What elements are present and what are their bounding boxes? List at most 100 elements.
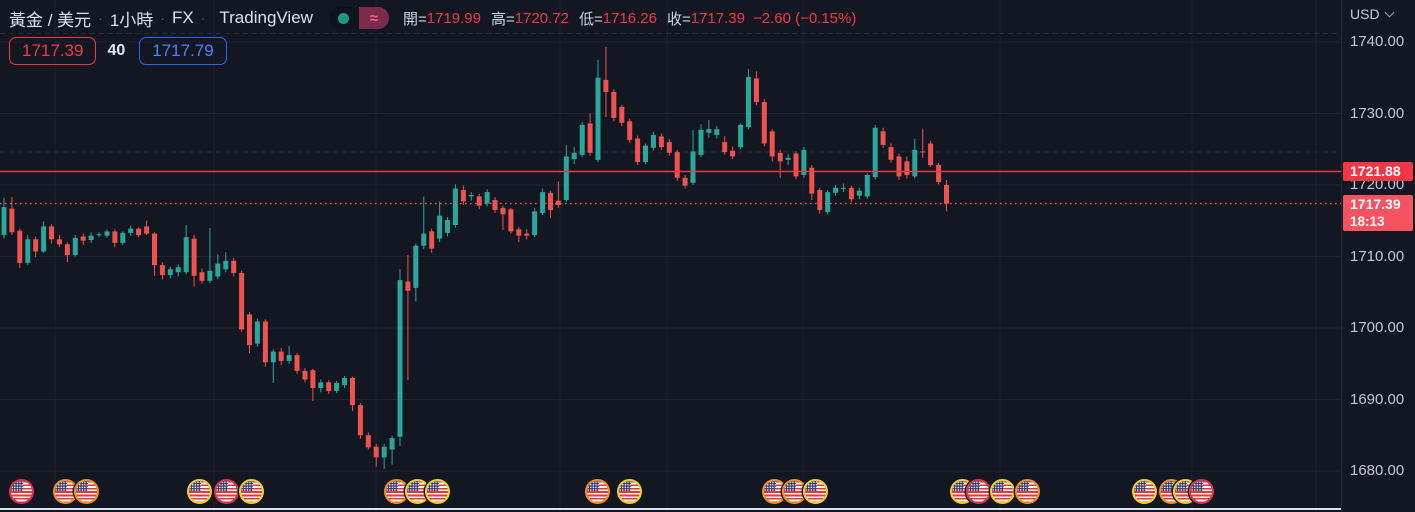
candle[interactable]	[730, 146, 736, 160]
toggle-on-segment[interactable]	[328, 7, 359, 29]
candle[interactable]	[809, 165, 815, 200]
candle[interactable]	[421, 196, 427, 250]
candle[interactable]	[350, 376, 355, 411]
candle[interactable]	[484, 189, 490, 207]
candle[interactable]	[650, 132, 656, 151]
candle[interactable]	[231, 257, 237, 277]
candle[interactable]	[658, 133, 664, 150]
candle[interactable]	[690, 129, 696, 185]
candle[interactable]	[833, 185, 839, 196]
candle[interactable]	[619, 104, 625, 127]
candle[interactable]	[508, 207, 514, 234]
candle[interactable]	[286, 345, 292, 364]
economic-event-flag-us[interactable]	[585, 479, 610, 504]
candle[interactable]	[722, 136, 728, 155]
candle[interactable]	[413, 243, 419, 302]
candle[interactable]	[17, 228, 23, 268]
candle[interactable]	[215, 254, 221, 280]
candle[interactable]	[128, 225, 134, 236]
candle[interactable]	[223, 252, 229, 273]
candle[interactable]	[247, 312, 252, 353]
candle[interactable]	[904, 156, 910, 179]
candle[interactable]	[88, 232, 94, 243]
economic-event-flag-us[interactable]	[384, 479, 409, 504]
candle[interactable]	[104, 229, 110, 238]
candle[interactable]	[682, 175, 688, 189]
bid-button[interactable]: 1717.39	[9, 37, 97, 65]
economic-event-flag-us[interactable]	[617, 479, 642, 504]
candlestick-chart[interactable]	[0, 0, 1341, 512]
candle[interactable]	[532, 207, 538, 238]
candle[interactable]	[944, 180, 949, 212]
candle[interactable]	[603, 47, 609, 117]
candle[interactable]	[880, 127, 886, 148]
candle[interactable]	[167, 266, 173, 279]
candle[interactable]	[9, 197, 15, 235]
candle[interactable]	[239, 270, 245, 332]
candle[interactable]	[452, 184, 458, 228]
candle[interactable]	[405, 255, 411, 381]
candle[interactable]	[294, 353, 300, 374]
economic-event-flag-us[interactable]	[1132, 479, 1157, 504]
candle[interactable]	[397, 269, 403, 446]
candle[interactable]	[429, 228, 435, 253]
candle[interactable]	[262, 319, 268, 367]
candle[interactable]	[159, 262, 165, 280]
candle[interactable]	[310, 368, 316, 401]
candle[interactable]	[516, 227, 522, 243]
economic-event-flag-us[interactable]	[803, 479, 828, 504]
candle[interactable]	[278, 348, 284, 366]
candle[interactable]	[595, 59, 601, 163]
candle[interactable]	[500, 205, 506, 230]
interval-label[interactable]: 1小時	[109, 10, 154, 30]
candle[interactable]	[112, 229, 118, 248]
candle[interactable]	[72, 235, 78, 257]
candle[interactable]	[912, 138, 918, 179]
candle[interactable]	[563, 144, 569, 203]
candle[interactable]	[373, 443, 379, 467]
candle[interactable]	[738, 123, 744, 150]
candle[interactable]	[872, 124, 878, 180]
candle[interactable]	[389, 435, 395, 465]
candle[interactable]	[611, 89, 617, 122]
candle[interactable]	[769, 129, 775, 162]
candle[interactable]	[666, 139, 672, 156]
candle[interactable]	[888, 143, 894, 163]
candle[interactable]	[302, 368, 308, 383]
candle[interactable]	[80, 233, 86, 245]
candle[interactable]	[746, 69, 751, 130]
candle[interactable]	[698, 124, 704, 158]
candle[interactable]	[793, 151, 799, 180]
candle[interactable]	[334, 380, 340, 393]
candle[interactable]	[674, 149, 680, 181]
minds-toggle[interactable]: ≈	[328, 7, 389, 29]
economic-event-flag-us[interactable]	[425, 479, 450, 504]
candle[interactable]	[928, 140, 934, 168]
symbol-name[interactable]: 黃金 / 美元	[9, 10, 92, 30]
candle[interactable]	[33, 236, 39, 258]
candle[interactable]	[445, 217, 450, 237]
candle[interactable]	[920, 128, 926, 158]
economic-event-flag-us[interactable]	[1189, 479, 1214, 504]
candle[interactable]	[936, 162, 942, 185]
candle[interactable]	[25, 235, 31, 266]
economic-event-flag-us[interactable]	[74, 479, 99, 504]
candle[interactable]	[627, 118, 633, 143]
candle[interactable]	[1, 197, 7, 239]
economic-event-flag-us[interactable]	[966, 479, 991, 504]
candle[interactable]	[801, 147, 807, 178]
candle[interactable]	[270, 349, 276, 383]
candle[interactable]	[706, 119, 712, 138]
candle[interactable]	[357, 403, 363, 439]
candle[interactable]	[587, 113, 593, 156]
candle[interactable]	[635, 135, 641, 165]
candle[interactable]	[318, 379, 324, 393]
economic-event-flag-us[interactable]	[187, 479, 212, 504]
economic-event-flag-us[interactable]	[214, 479, 239, 504]
candle[interactable]	[579, 122, 585, 158]
candle[interactable]	[342, 375, 348, 388]
candle[interactable]	[191, 235, 197, 287]
candle[interactable]	[817, 187, 823, 214]
candle[interactable]	[777, 149, 783, 178]
candle[interactable]	[326, 380, 332, 394]
